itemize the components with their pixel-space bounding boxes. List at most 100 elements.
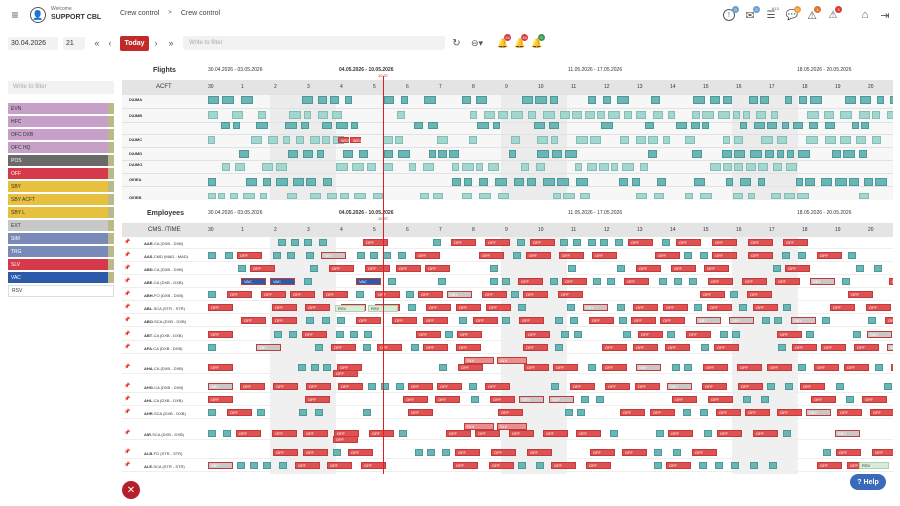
duty-block-off[interactable]: OFF [306, 383, 331, 390]
flight-block[interactable] [462, 163, 474, 171]
flight-block[interactable] [588, 96, 596, 104]
duty-block-off[interactable]: OFF [338, 383, 363, 390]
flight-block[interactable] [251, 136, 262, 144]
flight-block[interactable] [477, 122, 489, 129]
flight-block[interactable] [511, 136, 520, 144]
duty-block-off[interactable]: OFF [227, 291, 252, 298]
duty-block-off[interactable]: OFF [800, 383, 825, 390]
flight-block[interactable] [810, 96, 822, 104]
duty-block-off[interactable]: OFF [663, 304, 688, 311]
flight-block[interactable] [420, 193, 429, 199]
duty-block-off[interactable]: OFF [241, 317, 266, 324]
flight-block[interactable] [354, 193, 366, 199]
employee-label-ale[interactable]: ALE-SCA (STR - STR) [144, 464, 185, 469]
flight-duty-block[interactable] [459, 317, 467, 324]
flight-block[interactable] [710, 163, 721, 171]
flight-duty-block[interactable] [306, 317, 314, 324]
flight-block[interactable] [521, 163, 529, 171]
flight-duty-block[interactable] [388, 278, 396, 285]
flight-block[interactable] [208, 136, 215, 144]
duty-block-off[interactable]: OFF [605, 383, 630, 390]
flight-block[interactable] [336, 122, 348, 129]
duty-block-sby[interactable]: SBY [810, 278, 835, 285]
flight-block[interactable] [877, 96, 884, 104]
legend-item-ofc-dxb[interactable]: OFC DXB [8, 129, 114, 141]
duty-block-off[interactable]: OFF [435, 396, 460, 403]
duty-block-slv[interactable]: SLV [464, 423, 494, 430]
duty-block-sby[interactable]: SBY [729, 317, 754, 324]
flight-duty-block[interactable] [406, 291, 414, 298]
flight-block[interactable] [351, 122, 358, 129]
flight-duty-block[interactable] [257, 409, 265, 416]
duty-block-off[interactable]: OFF [227, 409, 252, 416]
duty-block-off[interactable]: OFF [519, 317, 544, 324]
flight-block[interactable] [821, 178, 832, 186]
flight-block[interactable] [535, 96, 547, 104]
flight-block[interactable] [622, 163, 634, 171]
duty-block-sby[interactable]: SBY [867, 331, 892, 338]
flight-duty-block[interactable] [208, 430, 216, 437]
duty-block-off[interactable]: OFF [836, 449, 861, 456]
flight-block[interactable] [748, 193, 755, 199]
duty-block-off[interactable]: OFF [475, 430, 500, 437]
flight-duty-block[interactable] [773, 265, 781, 272]
flight-duty-block[interactable] [490, 278, 498, 285]
flight-block[interactable] [283, 136, 290, 144]
flight-duty-block[interactable] [513, 252, 521, 259]
duty-block-off[interactable]: OFF [747, 291, 772, 298]
duty-block-off[interactable]: OFF [814, 364, 839, 371]
flight-duty-block[interactable] [306, 252, 314, 259]
clipboard-icon[interactable]: ! [723, 9, 735, 21]
flight-block[interactable] [452, 178, 461, 186]
flight-block[interactable] [617, 96, 629, 104]
flight-block[interactable] [383, 163, 393, 171]
legend-item-pos[interactable]: POS [8, 155, 114, 167]
duty-block-off[interactable]: OFF [348, 449, 373, 456]
duty-block-off[interactable]: OFF [208, 396, 233, 403]
duty-block-off[interactable]: OFF [700, 291, 725, 298]
duty-block-off[interactable]: OFF [553, 364, 578, 371]
duty-block-off[interactable]: OFF [712, 252, 737, 259]
duty-block-off[interactable]: OFF [862, 396, 887, 403]
hamburger-menu-icon[interactable]: ≡ [11, 8, 19, 22]
flight-duty-block[interactable] [551, 383, 559, 390]
flight-block[interactable] [807, 111, 819, 119]
flight-block[interactable] [493, 122, 500, 129]
flight-duty-block[interactable] [364, 331, 372, 338]
flight-duty-block[interactable] [350, 331, 358, 338]
duty-block-off[interactable]: OFF [777, 331, 802, 338]
flight-block[interactable] [636, 193, 647, 199]
duty-block-off[interactable]: OFF [250, 265, 275, 272]
duty-block-off[interactable]: OFF [473, 317, 498, 324]
flight-duty-block[interactable] [442, 449, 450, 456]
flight-block[interactable] [302, 96, 313, 104]
duty-block-off[interactable]: OFF [303, 449, 328, 456]
flight-duty-block[interactable] [396, 383, 404, 390]
flight-duty-block[interactable] [536, 462, 544, 469]
duty-block-sby[interactable]: SBY [806, 409, 831, 416]
flight-block[interactable] [603, 96, 611, 104]
flight-block[interactable] [498, 111, 508, 119]
duty-block-off[interactable]: OFF [498, 409, 523, 416]
duty-block-off[interactable]: OFF [753, 430, 778, 437]
flight-block[interactable] [734, 136, 743, 144]
legend-item-rsv[interactable]: RSV [8, 285, 114, 297]
legend-item-ext[interactable]: EXT [8, 220, 114, 232]
duty-block-off[interactable]: OFF [365, 265, 390, 272]
double-chevron-right-icon[interactable]: » [168, 38, 174, 48]
flight-block[interactable] [700, 193, 712, 199]
flight-block[interactable] [796, 178, 803, 186]
flight-block[interactable] [805, 178, 815, 186]
legend-item-ofc-hq[interactable]: OFC HQ [8, 142, 114, 154]
flight-block[interactable] [263, 178, 271, 186]
duty-block-off[interactable]: OFF [558, 291, 583, 298]
flight-block[interactable] [793, 122, 803, 129]
flight-duty-block[interactable] [502, 317, 510, 324]
flight-duty-block[interactable] [823, 449, 831, 456]
pin-icon[interactable]: 📌 [124, 278, 131, 284]
employee-label-abe[interactable]: ABE-CA (DXB - DXB) [144, 280, 183, 285]
flight-duty-block[interactable] [822, 317, 830, 324]
flight-duty-block[interactable] [689, 278, 697, 285]
duty-block-off[interactable]: OFF [638, 331, 663, 338]
flight-duty-block[interactable] [853, 331, 861, 338]
